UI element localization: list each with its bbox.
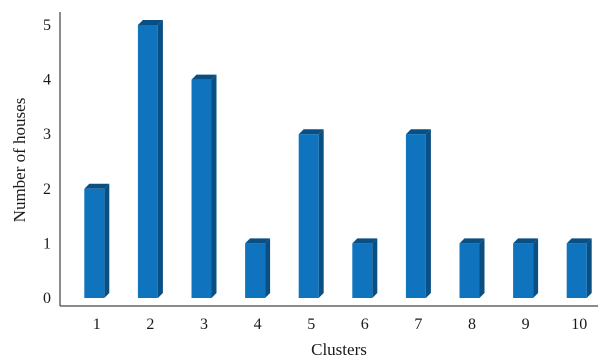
x-tick-label: 9 (522, 316, 530, 333)
y-tick-label: 4 (43, 72, 51, 89)
x-tick-label: 3 (200, 316, 208, 333)
x-tick-label: 1 (93, 316, 101, 333)
bar (137, 20, 163, 298)
x-axis-title: Clusters (311, 340, 367, 359)
x-tick-label: 10 (571, 316, 587, 333)
x-tick-label: 4 (254, 316, 262, 333)
y-tick-label: 2 (43, 181, 51, 198)
bar (298, 129, 324, 298)
bar (352, 238, 378, 298)
bar (191, 74, 217, 298)
bars-group (84, 20, 592, 298)
x-tick-label: 7 (414, 316, 422, 333)
bar (84, 183, 110, 298)
y-tick-label: 5 (43, 17, 51, 34)
y-tick-label: 1 (43, 235, 51, 252)
bar (566, 238, 592, 298)
x-tick-label: 2 (146, 316, 154, 333)
x-tick-labels: 1 2 3 4 5 6 7 8 9 10 (93, 316, 587, 333)
x-tick-label: 6 (361, 316, 369, 333)
y-tick-labels: 0 1 2 3 4 5 (43, 17, 51, 307)
y-axis-title: Number of houses (10, 98, 29, 223)
bar (245, 238, 271, 298)
x-tick-label: 5 (307, 316, 315, 333)
bar (459, 238, 485, 298)
x-tick-label: 8 (468, 316, 476, 333)
bar (405, 129, 431, 298)
y-tick-label: 0 (43, 290, 51, 307)
y-tick-label: 3 (43, 126, 51, 143)
bar (513, 238, 539, 298)
